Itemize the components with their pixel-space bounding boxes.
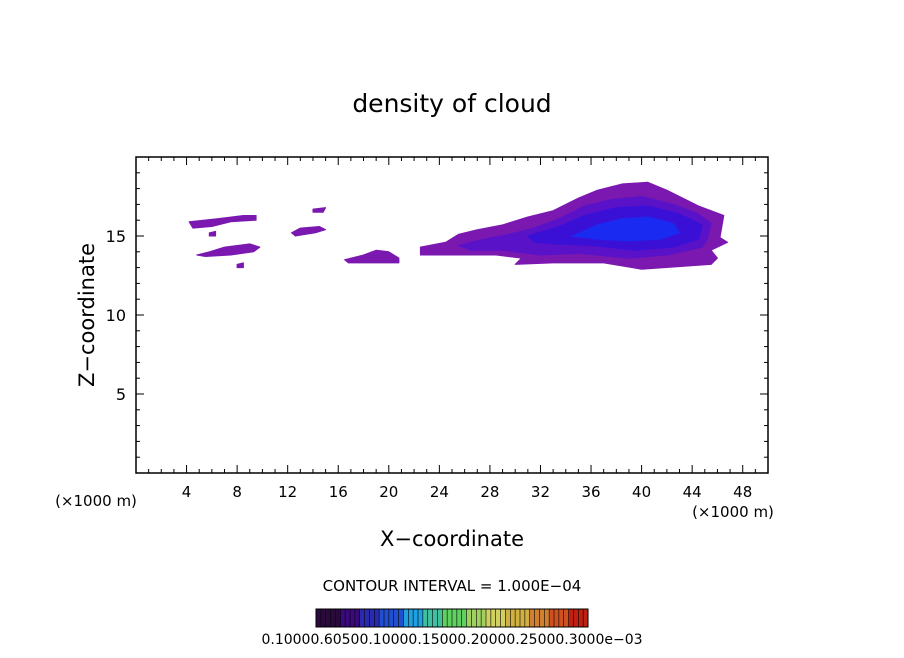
colorbar-swatch — [379, 609, 384, 627]
y-tick-label: 5 — [116, 385, 126, 404]
x-unit-left: (×1000 m) — [55, 492, 137, 510]
x-tick-label: 32 — [531, 483, 550, 501]
x-tick-label: 24 — [430, 483, 449, 501]
colorbar-frame — [315, 608, 589, 628]
x-axis-label: X−coordinate — [380, 527, 524, 551]
x-tick-label: 8 — [232, 483, 242, 501]
x-tick-label: 12 — [278, 483, 297, 501]
colorbar-swatch — [442, 609, 448, 627]
colorbar-swatch — [335, 609, 341, 627]
colorbar-swatch — [505, 609, 511, 627]
cloud-region-level-1 — [344, 249, 400, 264]
y-tick-labels: 5 10 15 — [106, 227, 126, 404]
x-tick-label: 40 — [632, 483, 651, 501]
colorbar-swatch — [369, 609, 375, 627]
x-tick-label: 4 — [182, 483, 192, 501]
colorbar-swatch — [529, 609, 535, 627]
colorbar-swatch — [345, 609, 350, 627]
colorbar-swatch — [495, 609, 501, 627]
colorbar-swatch — [481, 609, 486, 627]
x-unit-right: (×1000 m) — [692, 503, 774, 521]
colorbar-swatch — [461, 609, 467, 627]
colorbar-swatch — [384, 609, 389, 627]
colorbar-swatch — [515, 609, 520, 627]
colorbar-swatch — [398, 609, 404, 627]
colorbar-swatch — [558, 609, 564, 627]
colorbar-swatch — [418, 609, 423, 627]
colorbar-swatch — [486, 609, 491, 627]
colorbar-swatch — [364, 609, 370, 627]
colorbar-swatch — [471, 609, 477, 627]
colorbar-swatch — [432, 609, 438, 627]
cloud-region-level-1 — [236, 262, 244, 269]
colorbar-swatch — [539, 609, 545, 627]
colorbar-swatch — [320, 609, 326, 627]
colorbar-swatch — [549, 609, 554, 627]
colorbar-swatch — [568, 609, 574, 627]
x-tick-label: 16 — [329, 483, 348, 501]
colorbar-swatch — [359, 609, 365, 627]
colorbar-swatch — [374, 609, 380, 627]
colorbar-swatch — [325, 609, 331, 627]
cloud-region-level-1 — [208, 230, 217, 237]
colorbar-swatch — [524, 609, 530, 627]
colorbar-swatch — [413, 609, 418, 627]
x-tick-label: 44 — [683, 483, 702, 501]
colorbar-swatch — [393, 609, 399, 627]
axis-ticks — [136, 157, 768, 473]
x-tick-label: 28 — [480, 483, 499, 501]
x-tick-label: 20 — [379, 483, 398, 501]
y-tick-label: 10 — [106, 306, 126, 325]
colorbar-swatch — [427, 609, 433, 627]
colorbar-swatch — [466, 609, 472, 627]
colorbar-swatch — [578, 609, 584, 627]
colorbar-swatch — [490, 609, 496, 627]
colorbar-labels: 0.10000.60500.10000.15000.20000.25000.30… — [261, 632, 642, 648]
x-tick-label: 48 — [733, 483, 752, 501]
colorbar-swatch — [534, 609, 540, 627]
colorbar — [315, 609, 588, 627]
cloud-region-level-1 — [196, 243, 261, 257]
colorbar-swatch — [476, 609, 482, 627]
colorbar-swatch — [510, 609, 516, 627]
colorbar-swatch — [316, 609, 321, 627]
contour-interval-label: CONTOUR INTERVAL = 1.000E−04 — [323, 577, 582, 595]
x-tick-labels: 4 8 12 16 20 24 28 32 36 40 44 48 — [182, 483, 752, 501]
colorbar-swatch — [520, 609, 525, 627]
colorbar-swatch — [340, 609, 346, 627]
colorbar-swatch — [422, 609, 428, 627]
colorbar-swatch — [408, 609, 414, 627]
colorbar-swatch — [330, 609, 336, 627]
colorbar-swatch — [452, 609, 457, 627]
colorbar-swatch — [573, 609, 579, 627]
cloud-region-level-1 — [188, 215, 257, 229]
colorbar-swatch — [563, 609, 569, 627]
cloud-density-field — [188, 181, 729, 270]
colorbar-swatch — [447, 609, 452, 627]
x-tick-label: 36 — [581, 483, 600, 501]
cloud-region-level-1 — [291, 226, 327, 237]
colorbar-swatch — [544, 609, 550, 627]
cloud-region-level-4 — [571, 216, 680, 242]
cloud-region-level-1 — [312, 207, 327, 213]
colorbar-swatch — [437, 609, 443, 627]
colorbar-swatch — [388, 609, 394, 627]
colorbar-swatch — [350, 609, 355, 627]
colorbar-swatch — [354, 609, 360, 627]
colorbar-swatch — [554, 609, 559, 627]
chart-title: density of cloud — [352, 89, 551, 118]
y-axis-label: Z−coordinate — [75, 243, 99, 387]
colorbar-swatch — [500, 609, 506, 627]
colorbar-swatch — [456, 609, 462, 627]
colorbar-swatch — [583, 609, 588, 627]
y-tick-label: 15 — [106, 227, 126, 246]
colorbar-swatch — [403, 609, 409, 627]
